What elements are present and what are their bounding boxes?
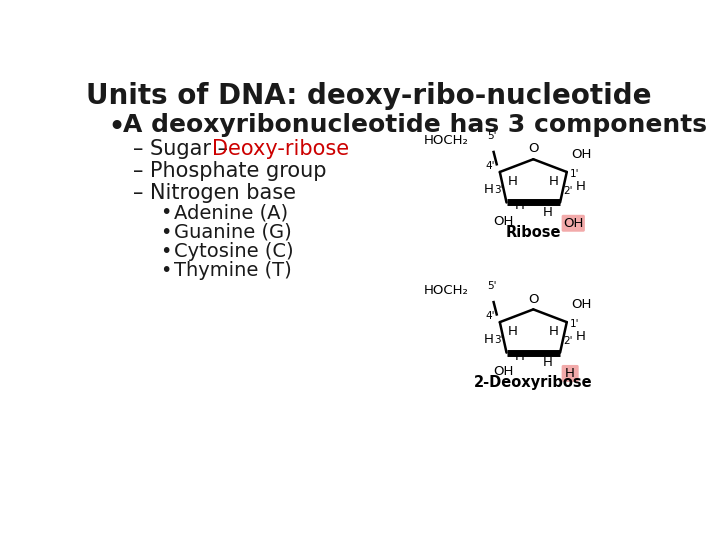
Text: 4': 4' [486,311,495,321]
Text: 5': 5' [487,281,497,292]
FancyBboxPatch shape [562,365,579,382]
Text: O: O [528,143,539,156]
Text: H: H [549,175,559,188]
Text: •: • [160,204,171,222]
Text: OH: OH [493,215,513,228]
Text: 1': 1' [570,319,580,329]
Text: 3': 3' [494,335,503,345]
Text: •: • [107,112,125,141]
Text: H: H [576,180,586,193]
Text: – Sugar –: – Sugar – [132,139,234,159]
Text: 5': 5' [487,131,497,141]
Text: H: H [514,349,524,362]
Text: •: • [160,261,171,280]
Text: Guanine (G): Guanine (G) [174,222,292,242]
Text: OH: OH [572,299,592,312]
Text: 1': 1' [570,169,580,179]
Text: HOCH₂: HOCH₂ [424,285,469,298]
Text: – Phosphate group: – Phosphate group [132,161,326,181]
Text: H: H [542,206,552,219]
Text: H: H [514,199,524,212]
Text: H: H [549,325,559,338]
Text: HOCH₂: HOCH₂ [424,134,469,147]
Text: •: • [160,242,171,261]
Text: H: H [508,175,518,188]
Text: Cytosine (C): Cytosine (C) [174,242,293,261]
Text: Adenine (A): Adenine (A) [174,204,288,222]
Text: H: H [542,356,552,369]
Text: H: H [484,333,494,346]
Text: Units of DNA: deoxy-ribo-nucleotide: Units of DNA: deoxy-ribo-nucleotide [86,82,652,110]
Text: OH: OH [563,217,583,230]
Text: OH: OH [493,365,513,378]
Text: 4': 4' [486,161,495,171]
Text: H: H [576,330,586,343]
Text: H: H [484,183,494,196]
Text: Thymine (T): Thymine (T) [174,261,292,280]
Text: Deoxy-ribose: Deoxy-ribose [212,139,348,159]
Text: 2-Deoxyribose: 2-Deoxyribose [474,375,593,390]
Text: Ribose: Ribose [505,225,561,240]
Text: 2': 2' [563,336,572,347]
Text: H: H [565,367,575,380]
Text: •: • [160,222,171,242]
Text: O: O [528,293,539,306]
FancyBboxPatch shape [562,215,585,232]
Text: OH: OH [572,148,592,161]
Text: 2': 2' [563,186,572,197]
Text: H: H [508,325,518,338]
Text: 3': 3' [494,185,503,195]
Text: – Nitrogen base: – Nitrogen base [132,183,296,202]
Text: A deoxyribonucleotide has 3 components: A deoxyribonucleotide has 3 components [122,112,706,137]
